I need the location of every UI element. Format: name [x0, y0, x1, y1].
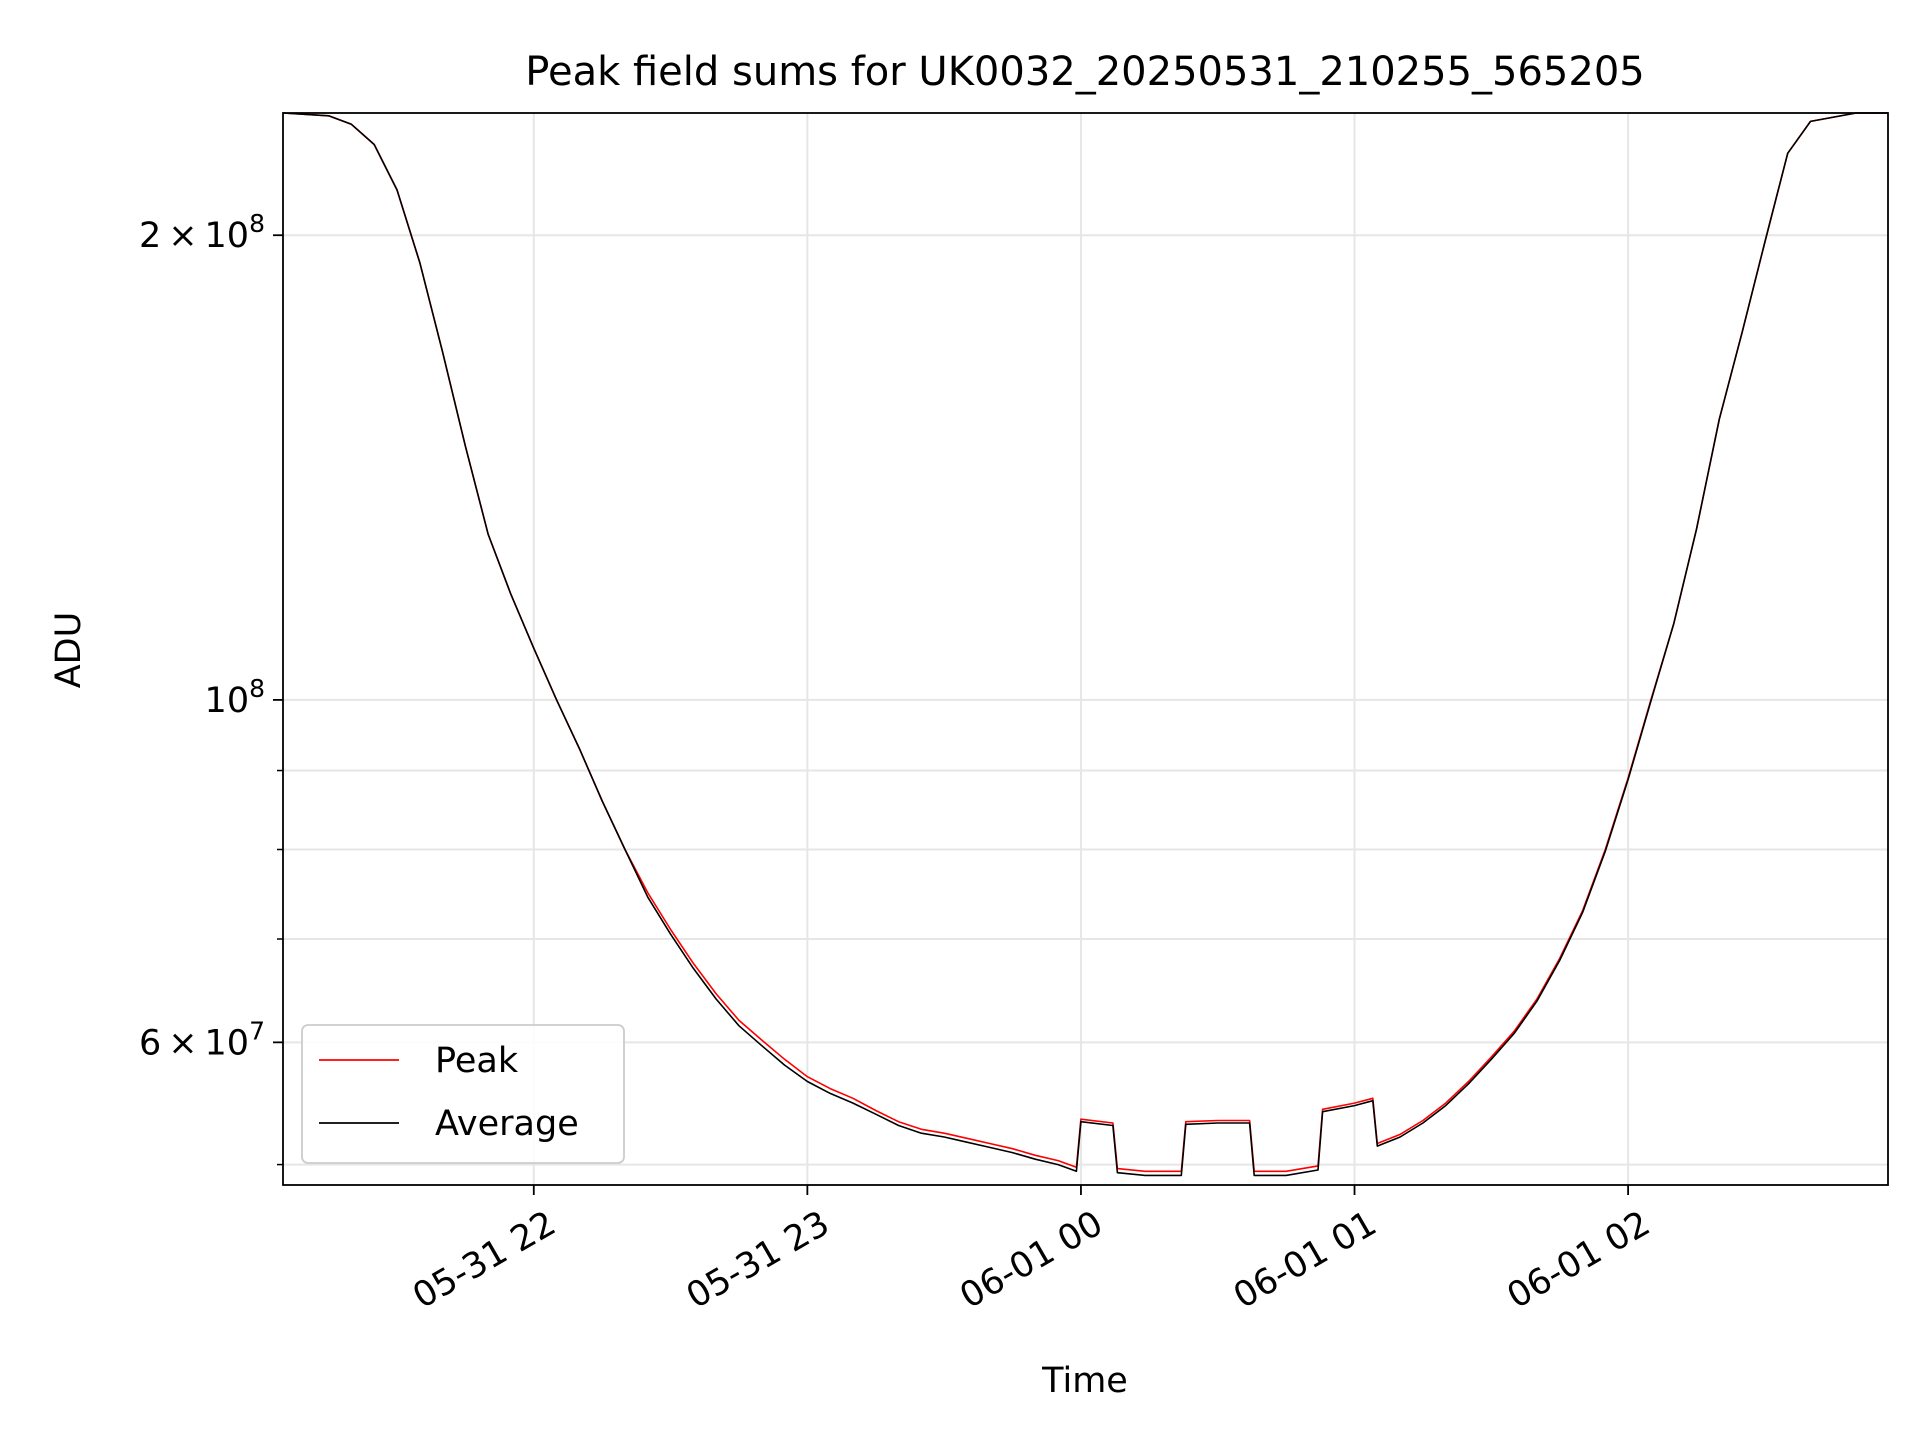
- chart-title: Peak field sums for UK0032_20250531_2102…: [525, 49, 1644, 95]
- plot-frame: [282, 112, 1889, 1186]
- legend: Peak Average: [301, 1024, 625, 1164]
- x-axis-label: Time: [1041, 1361, 1128, 1401]
- series-layer: [282, 112, 1888, 1177]
- y-tick-label: 2 × 108: [139, 209, 265, 256]
- y-tick-label: 108: [205, 674, 265, 721]
- legend-average-label: Average: [435, 1104, 579, 1144]
- series-line-average: [282, 112, 1888, 1177]
- grid: [283, 113, 1888, 1185]
- y-axis-label: ADU: [49, 612, 89, 689]
- y-tick-label: 6 × 107: [139, 1016, 265, 1063]
- legend-peak-label: Peak: [435, 1041, 519, 1081]
